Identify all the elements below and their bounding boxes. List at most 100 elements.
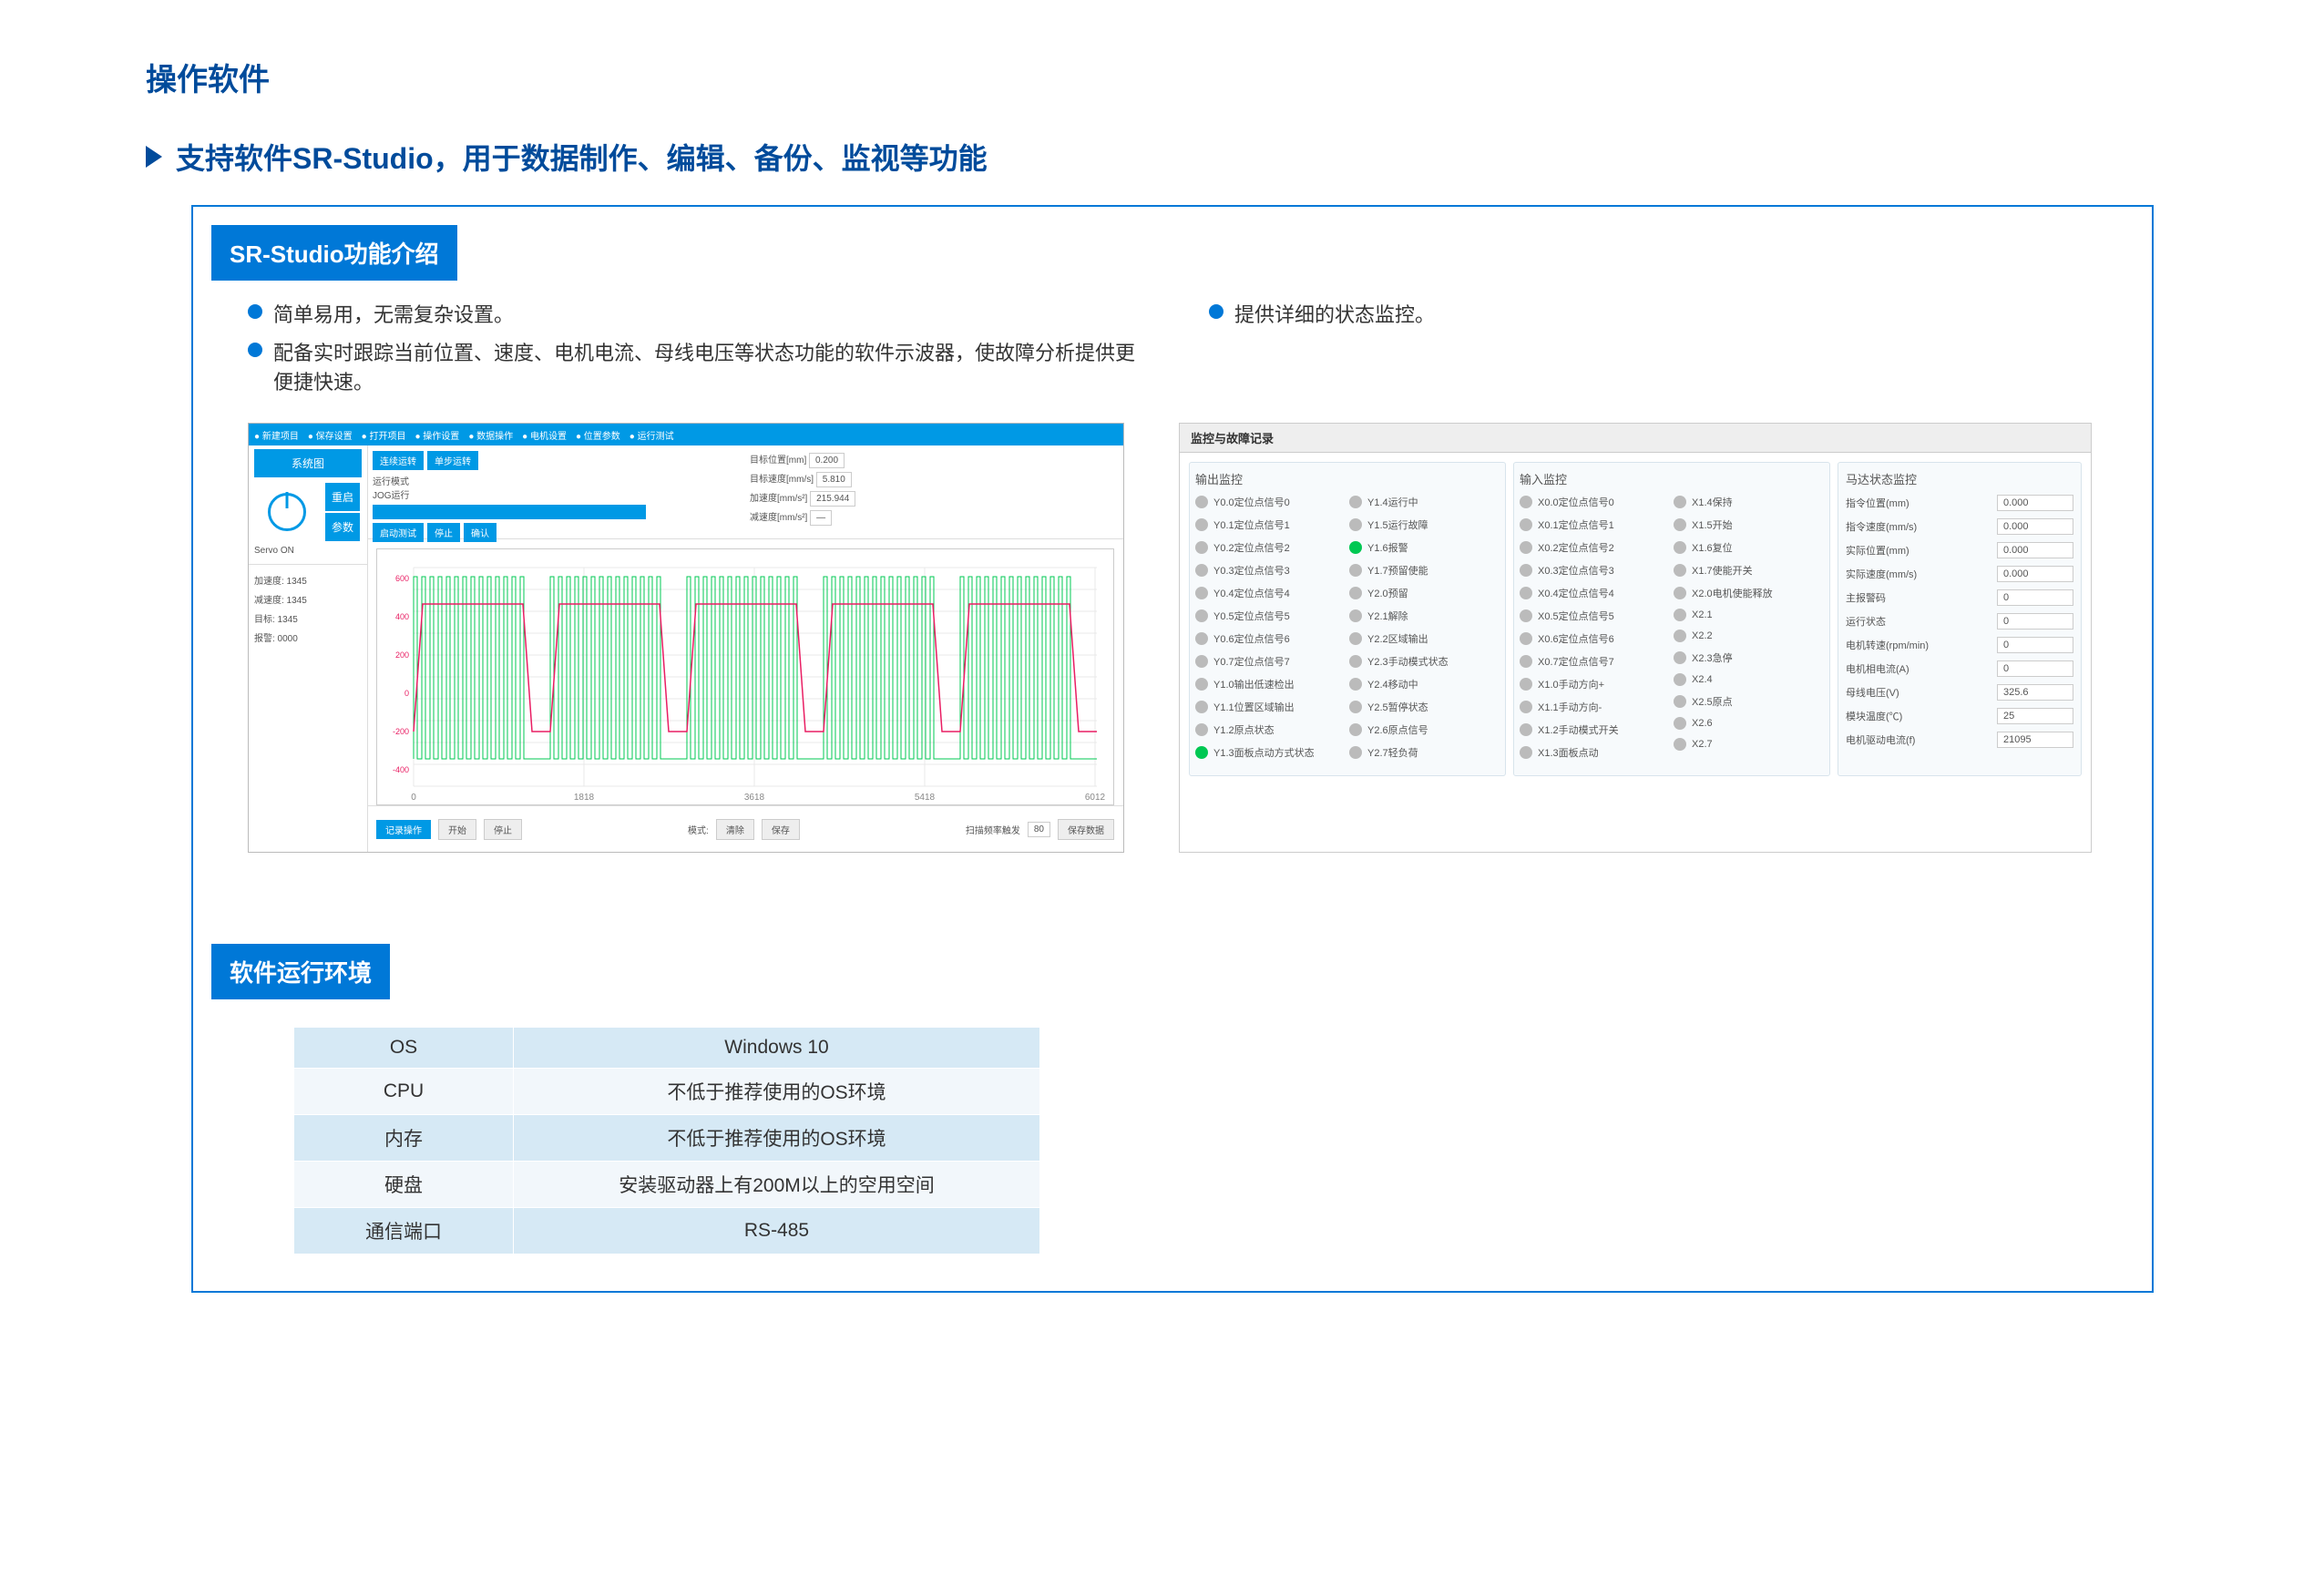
topbar-item[interactable]: ● 打开项目 — [362, 428, 406, 442]
status-value: 21095 — [1997, 732, 2073, 748]
bottom-button[interactable]: 清除 — [716, 819, 754, 840]
field-row: 减速度[mm/s²] — — [750, 508, 1118, 527]
svg-text:200: 200 — [395, 650, 409, 660]
led-icon — [1520, 701, 1532, 713]
svg-text:-400: -400 — [393, 765, 409, 774]
field-value[interactable]: 0.200 — [809, 453, 845, 468]
monitor-row: X2.7 — [1674, 738, 1824, 751]
monitor-row: X0.2定位点信号2 — [1520, 540, 1670, 555]
monitor-row: Y0.3定位点信号3 — [1195, 563, 1346, 578]
monitor-row: X1.5开始 — [1674, 517, 1824, 532]
led-icon — [1195, 746, 1208, 759]
topbar-item[interactable]: ● 保存设置 — [308, 428, 353, 442]
stat-line: 报警: 0000 — [249, 628, 367, 647]
sidebar-button[interactable]: 重启 — [325, 483, 360, 511]
status-value: 0.000 — [1997, 518, 2073, 535]
topbar-item[interactable]: ● 数据操作 — [468, 428, 513, 442]
led-icon — [1674, 587, 1686, 599]
bottom-button[interactable]: 保存数据 — [1058, 819, 1114, 840]
led-icon — [1674, 717, 1686, 730]
status-value: 0.000 — [1997, 566, 2073, 582]
led-icon — [1195, 541, 1208, 554]
led-icon — [1674, 695, 1686, 708]
monitor-row: X1.4保持 — [1674, 495, 1824, 509]
env-val: RS-485 — [514, 1208, 1040, 1254]
sidebar-button[interactable]: 系统图 — [254, 449, 362, 477]
bottom-button[interactable]: 开始 — [438, 819, 476, 840]
monitor-row: Y2.1解除 — [1349, 609, 1500, 623]
svg-text:5418: 5418 — [915, 793, 936, 803]
oscilloscope-screenshot: ● 新建项目 ● 保存设置 ● 打开项目 ● 操作设置 ● 数据操作 ● 电机设置 ● 位置… — [248, 423, 1124, 853]
led-icon — [1520, 541, 1532, 554]
monitor-row: X0.1定位点信号1 — [1520, 517, 1670, 532]
env-val: 不低于推荐使用的OS环境 — [514, 1069, 1040, 1115]
topbar-item[interactable]: ● 操作设置 — [415, 428, 459, 442]
monitor-row: X0.5定位点信号5 — [1520, 609, 1670, 623]
field-value[interactable]: 5.810 — [816, 472, 852, 487]
field-value[interactable]: — — [810, 510, 832, 526]
led-icon — [1520, 746, 1532, 759]
monitor-row: Y1.0输出低速检出 — [1195, 677, 1346, 691]
scope-main: 连续运转单步运转 运行模式JOG运行 启动测试停止确认 目标位置[mm] 0.2… — [367, 445, 1123, 852]
led-icon — [1195, 609, 1208, 622]
led-icon — [1520, 587, 1532, 599]
topbar-item[interactable]: ● 位置参数 — [576, 428, 620, 442]
status-row: 运行状态0 — [1846, 613, 2073, 630]
env-key: 硬盘 — [294, 1162, 514, 1208]
led-icon — [1349, 587, 1362, 599]
status-value: 0.000 — [1997, 542, 2073, 558]
led-icon — [1674, 673, 1686, 686]
sidebar-button[interactable]: 参数 — [325, 513, 360, 541]
field-value[interactable]: 215.944 — [810, 491, 855, 507]
led-icon — [1195, 496, 1208, 508]
svg-text:-200: -200 — [393, 727, 409, 736]
bottom-button[interactable]: 保存 — [762, 819, 800, 840]
power-icon[interactable] — [268, 493, 306, 531]
led-icon — [1674, 609, 1686, 621]
monitor-row: X1.1手动方向- — [1520, 700, 1670, 714]
monitor-row: Y1.3面板点动方式状态 — [1195, 745, 1346, 760]
monitor-row: Y0.2定位点信号2 — [1195, 540, 1346, 555]
env-header: 软件运行环境 — [211, 944, 390, 999]
arrow-icon — [146, 146, 162, 168]
bottom-button[interactable]: 停止 — [484, 819, 522, 840]
monitor-row: X1.3面板点动 — [1520, 745, 1670, 760]
env-section: 软件运行环境 OSWindows 10CPU不低于推荐使用的OS环境内存不低于推… — [211, 944, 2152, 1254]
led-icon — [1674, 630, 1686, 642]
monitor-row: Y1.7预留使能 — [1349, 563, 1500, 578]
in-title: 输入监控 — [1520, 470, 1824, 487]
topbar-item[interactable]: ● 电机设置 — [522, 428, 567, 442]
svg-text:6012: 6012 — [1085, 793, 1106, 803]
led-icon — [1195, 564, 1208, 577]
monitor-row: X2.5原点 — [1674, 694, 1824, 709]
monitor-row: Y1.5运行故障 — [1349, 517, 1500, 532]
led-icon — [1349, 678, 1362, 691]
monitor-row: X2.6 — [1674, 717, 1824, 730]
bottom-button[interactable]: 记录操作 — [376, 820, 431, 839]
env-val: 不低于推荐使用的OS环境 — [514, 1115, 1040, 1162]
topbar-item[interactable]: ● 新建项目 — [254, 428, 299, 442]
led-icon — [1349, 609, 1362, 622]
stat-title: 马达状态监控 — [1846, 470, 2073, 487]
led-icon — [1349, 701, 1362, 713]
content-box: SR-Studio功能介绍 简单易用，无需复杂设置。配备实时跟踪当前位置、速度、… — [191, 205, 2154, 1293]
topbar-item[interactable]: ● 运行测试 — [630, 428, 674, 442]
led-icon — [1349, 632, 1362, 645]
led-icon — [1520, 609, 1532, 622]
monitor-row: X0.6定位点信号6 — [1520, 631, 1670, 646]
monitor-row: X2.3急停 — [1674, 650, 1824, 665]
led-icon — [1674, 541, 1686, 554]
monitor-row: Y2.0预留 — [1349, 586, 1500, 600]
monitor-row: Y1.2原点状态 — [1195, 722, 1346, 737]
monitor-row: X0.0定位点信号0 — [1520, 495, 1670, 509]
out-title: 输出监控 — [1195, 470, 1500, 487]
status-value: 0 — [1997, 589, 2073, 606]
monitor-row: Y0.6定位点信号6 — [1195, 631, 1346, 646]
status-value: 0 — [1997, 613, 2073, 630]
field-row: 加速度[mm/s²] 215.944 — [750, 489, 1118, 508]
monitor-row: Y0.1定位点信号1 — [1195, 517, 1346, 532]
led-icon — [1520, 564, 1532, 577]
status-row: 主报警码0 — [1846, 589, 2073, 606]
scope-sidebar: 系统图 重启参数 Servo ON 加速度: 1345减速度: 1345目标: … — [249, 445, 368, 852]
led-icon — [1349, 746, 1362, 759]
